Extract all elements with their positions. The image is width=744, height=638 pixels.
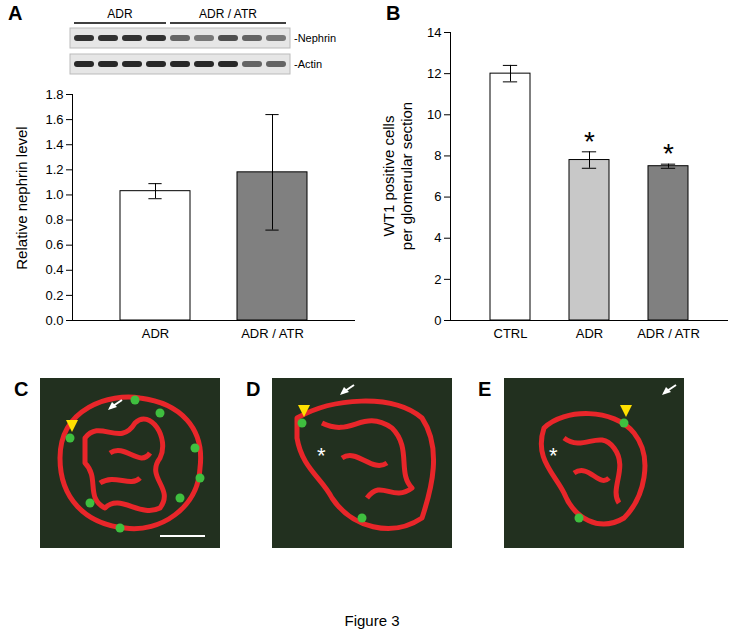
svg-text:1.8: 1.8 bbox=[45, 87, 63, 102]
svg-text:12: 12 bbox=[427, 66, 441, 81]
svg-text:1.4: 1.4 bbox=[45, 137, 63, 152]
svg-text:2: 2 bbox=[434, 272, 441, 287]
svg-text:0.2: 0.2 bbox=[45, 288, 63, 303]
svg-text:-Actin: -Actin bbox=[294, 58, 322, 70]
svg-text:ADR: ADR bbox=[107, 7, 133, 21]
svg-text:CTRL: CTRL bbox=[494, 326, 528, 341]
html-text:WT1 positive cells per glomeru: WT1 positive cells per glomerular sectio… bbox=[380, 101, 415, 251]
svg-text:0.0: 0.0 bbox=[45, 313, 63, 328]
html-text:Figure 3: Figure 3 bbox=[344, 612, 400, 629]
svg-text:0.6: 0.6 bbox=[45, 237, 63, 252]
html-text:E: E bbox=[478, 378, 492, 400]
svg-text:*: * bbox=[317, 443, 326, 468]
svg-text:*: * bbox=[549, 443, 558, 468]
svg-text:0.4: 0.4 bbox=[45, 262, 63, 277]
svg-text:1.6: 1.6 bbox=[45, 112, 63, 127]
svg-text:4: 4 bbox=[434, 230, 441, 245]
html-text:A: A bbox=[8, 2, 23, 24]
html-text:D: D bbox=[246, 378, 261, 400]
svg-text:1.0: 1.0 bbox=[45, 187, 63, 202]
svg-text:*: * bbox=[663, 138, 674, 169]
svg-text:0: 0 bbox=[434, 313, 441, 328]
svg-text:10: 10 bbox=[427, 107, 441, 122]
html-text:Relative nephrin level: Relative nephrin level bbox=[13, 126, 30, 270]
svg-text:1.2: 1.2 bbox=[45, 162, 63, 177]
svg-text:*: * bbox=[584, 126, 595, 157]
html-text:C: C bbox=[14, 378, 29, 400]
html-text:B: B bbox=[386, 2, 401, 24]
svg-text:ADR / ATR: ADR / ATR bbox=[637, 326, 700, 341]
svg-text:ADR / ATR: ADR / ATR bbox=[199, 7, 257, 21]
svg-text:ADR / ATR: ADR / ATR bbox=[241, 326, 304, 341]
svg-text:-Nephrin: -Nephrin bbox=[294, 32, 336, 44]
svg-text:6: 6 bbox=[434, 189, 441, 204]
svg-text:ADR: ADR bbox=[142, 326, 169, 341]
svg-text:ADR: ADR bbox=[576, 326, 603, 341]
svg-text:0.8: 0.8 bbox=[45, 212, 63, 227]
svg-text:14: 14 bbox=[427, 25, 441, 40]
svg-text:8: 8 bbox=[434, 148, 441, 163]
